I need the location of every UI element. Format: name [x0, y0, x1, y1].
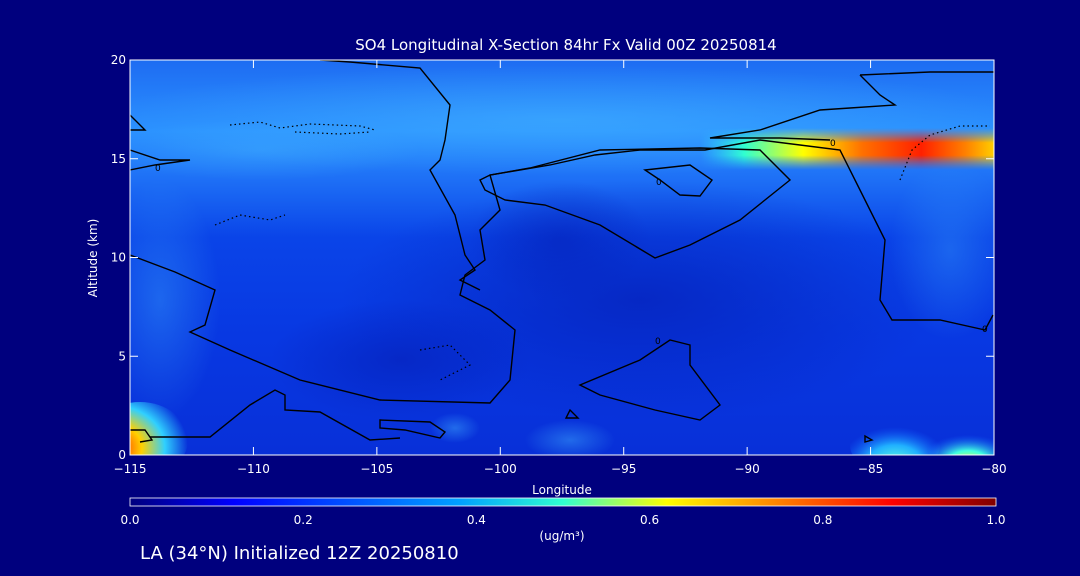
contour-labels: 0 0 0 0 0: [155, 139, 988, 347]
contour-label: 0: [830, 139, 836, 149]
contour-line: [709, 74, 898, 141]
surface-source-east: [850, 415, 940, 455]
contour-label: 0: [155, 164, 161, 174]
colorbar-tick-label: 0.8: [813, 513, 832, 527]
surface-source-far-east: [928, 426, 994, 455]
initialization-footer: LA (34°N) Initialized 12Z 20250810: [140, 543, 459, 564]
colorbar-label: (ug/m³): [539, 529, 584, 543]
colorbar-ticks: 0.0 0.2 0.4 0.6 0.8 1.0: [120, 513, 1005, 527]
x-tick-label: −85: [858, 462, 883, 476]
contour-line: [564, 408, 580, 419]
west-light-patch: [130, 180, 220, 420]
contour-label: 0: [655, 337, 661, 347]
contour-line: [379, 419, 447, 439]
contour-line: [479, 147, 792, 259]
contour-label: 0: [656, 178, 662, 188]
chart-title: SO4 Longitudinal X-Section 84hr Fx Valid…: [355, 36, 776, 54]
colorbar-tick-label: 0.2: [294, 513, 313, 527]
y-tick-label: 20: [111, 53, 126, 67]
contour-line: [859, 71, 994, 76]
east-light-patch: [890, 160, 994, 340]
dark-region-west: [270, 300, 530, 420]
x-tick-label: −115: [114, 462, 147, 476]
contour-line: [150, 389, 401, 441]
dark-region-center: [470, 180, 650, 300]
upper-band-west: [130, 120, 420, 180]
contour-line: [130, 429, 154, 443]
contour-label: 0: [982, 325, 988, 335]
contour-line: [130, 114, 147, 131]
contour-line: [643, 164, 713, 197]
x-tick-label: −90: [734, 462, 759, 476]
y-tick-label: 5: [118, 349, 126, 363]
surface-patch-west: [430, 413, 480, 443]
x-tick-label: −80: [981, 462, 1006, 476]
x-tick-label: −105: [360, 462, 393, 476]
contour-lines: [130, 60, 994, 443]
x-tick-label: −110: [237, 462, 270, 476]
colorbar-tick-label: 0.6: [640, 513, 659, 527]
surface-patch-mid: [525, 420, 615, 455]
dotted-contour: [294, 131, 371, 135]
colorbar-tick-label: 0.0: [120, 513, 139, 527]
y-tick-label: 0: [118, 448, 126, 462]
contour-line: [578, 339, 721, 421]
y-axis: 0 5 10 15 20: [111, 53, 994, 462]
x-axis: −115 −110 −105 −100 −95 −90 −85 −80: [114, 60, 1007, 476]
contour-line: [130, 149, 191, 171]
colorbar: [129, 497, 997, 507]
contour-line: [319, 60, 481, 291]
y-tick-label: 10: [111, 251, 126, 265]
y-axis-label: Altitude (km): [86, 219, 100, 298]
contour-line: [864, 434, 874, 443]
dotted-contours: [214, 121, 990, 381]
concentration-field: 0 0 0 0 0: [130, 60, 994, 455]
contour-line: [130, 139, 994, 404]
colorbar-tick-label: 0.4: [467, 513, 486, 527]
x-tick-label: −95: [611, 462, 636, 476]
x-axis-label: Longitude: [532, 483, 592, 497]
x-tick-label: −100: [484, 462, 517, 476]
colorbar-tick-label: 1.0: [986, 513, 1005, 527]
y-tick-label: 15: [111, 152, 126, 166]
